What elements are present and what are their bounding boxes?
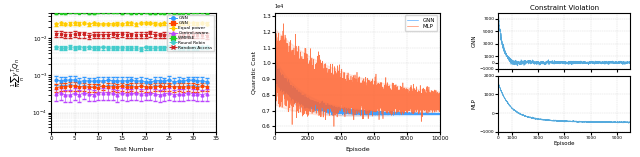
Y-axis label: GNN: GNN (472, 34, 477, 47)
GNN (271, 72, 278, 74)
MLP (272, 54, 280, 55)
Line: GNN: GNN (275, 64, 440, 115)
MLP (271, 17, 279, 19)
MLP (428, 100, 435, 102)
MLP (351, 92, 359, 94)
GNN (351, 109, 359, 111)
X-axis label: Episode: Episode (554, 141, 575, 146)
Y-axis label: $\frac{1}{N}\sum_n \gamma_n^T Q_n$: $\frac{1}{N}\sum_n \gamma_n^T Q_n$ (10, 58, 27, 87)
Title: Constraint Violation: Constraint Violation (530, 5, 599, 11)
Line: MLP: MLP (275, 18, 440, 126)
GNN (378, 114, 386, 116)
GNN (272, 63, 280, 65)
MLP (281, 51, 289, 53)
MLP (271, 44, 278, 46)
MLP (436, 97, 444, 99)
Legend: GNN, GNN, Equal power, Control-aware, WMMSE, Round Robin, Random Access: GNN, GNN, Equal power, Control-aware, WM… (168, 15, 214, 51)
GNN (436, 113, 444, 115)
GNN (303, 100, 311, 102)
GNN (281, 83, 289, 85)
GNN (278, 77, 285, 79)
MLP (330, 125, 338, 127)
GNN (428, 113, 435, 115)
X-axis label: Episode: Episode (345, 147, 370, 152)
Y-axis label: Quaratic Cost: Quaratic Cost (252, 51, 256, 94)
MLP (278, 86, 285, 88)
Y-axis label: MLP: MLP (472, 98, 477, 109)
X-axis label: Test Number: Test Number (114, 147, 154, 152)
MLP (303, 58, 311, 60)
Legend: GNN, MLP: GNN, MLP (404, 15, 437, 31)
GNN (272, 70, 280, 72)
